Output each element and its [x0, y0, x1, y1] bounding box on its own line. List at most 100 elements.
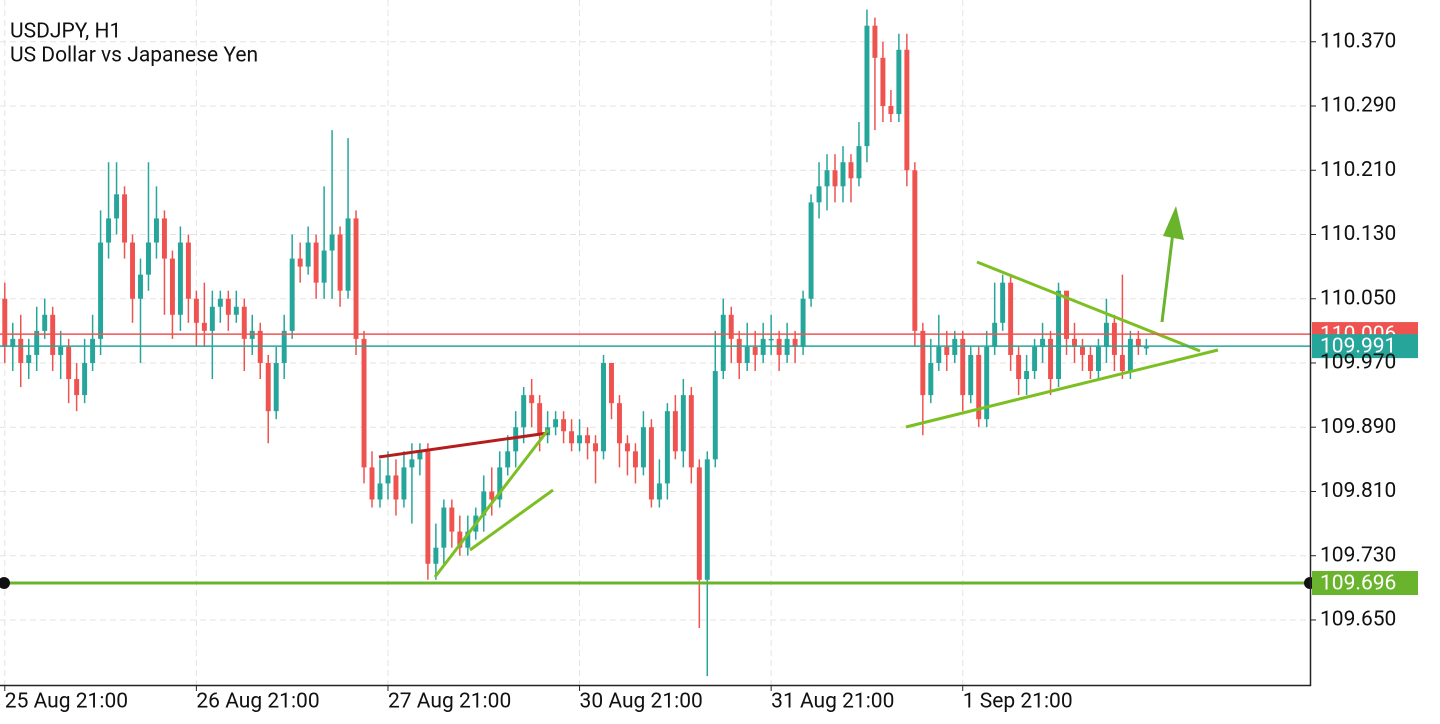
- candle-body: [425, 451, 431, 564]
- candle-body: [601, 362, 606, 452]
- candle-body: [74, 379, 80, 396]
- y-tick-label: 109.650: [1320, 608, 1396, 632]
- candle-body: [169, 258, 175, 315]
- candle-body: [864, 25, 870, 147]
- candle-body: [1127, 338, 1133, 372]
- price-label: 109.991: [1320, 335, 1396, 359]
- candle-body: [122, 194, 128, 243]
- candle-body: [393, 475, 399, 500]
- candle-body: [832, 170, 838, 187]
- candle-body: [609, 362, 614, 404]
- candle-body: [720, 314, 726, 372]
- candle-body: [848, 162, 854, 179]
- candle-body: [1016, 354, 1022, 380]
- candle-body: [138, 274, 143, 299]
- candle-body: [489, 491, 495, 500]
- candle-body: [1048, 338, 1054, 380]
- candle-body: [146, 242, 151, 275]
- y-tick-label: 109.730: [1320, 543, 1396, 567]
- candle-body: [529, 395, 535, 404]
- candle-body: [66, 346, 72, 380]
- candle-body: [688, 395, 694, 468]
- candle-body: [888, 106, 894, 115]
- candle-body: [305, 242, 311, 267]
- candle-body: [449, 507, 455, 532]
- trend-line: [378, 431, 549, 459]
- y-tick-label: 110.370: [1320, 29, 1396, 53]
- candle-body: [632, 451, 638, 468]
- candle-body: [353, 218, 359, 339]
- triangle-line: [976, 260, 1201, 353]
- candle-body: [1143, 346, 1149, 349]
- candle-body: [744, 346, 750, 363]
- price-label: 109.696: [1320, 572, 1396, 596]
- candle-body: [593, 443, 599, 452]
- candle-body: [1008, 282, 1014, 355]
- candle-body: [808, 202, 814, 299]
- candle-body: [98, 242, 104, 339]
- y-tick-label: 109.890: [1320, 415, 1396, 439]
- candle-body: [680, 395, 686, 452]
- candle-body: [185, 242, 191, 299]
- x-tick-label: 26 Aug 21:00: [196, 690, 319, 714]
- candle-body: [1000, 282, 1006, 323]
- axes: 110.370 110.290 110.210 110.130 110.050 109.9…: [4, 29, 1396, 714]
- candle-body: [728, 314, 734, 339]
- candle-body: [840, 162, 846, 187]
- candle-body: [409, 459, 415, 468]
- candle-body: [90, 338, 96, 363]
- candle-body: [521, 395, 527, 428]
- y-tick-label: 110.210: [1320, 158, 1396, 182]
- candle-body: [1032, 346, 1038, 372]
- candle-body: [704, 459, 710, 580]
- chart-title: USDJPY, H1: [10, 20, 121, 44]
- candle-body: [34, 330, 40, 355]
- candle-body: [58, 346, 64, 355]
- trend-line: [469, 488, 554, 552]
- candle-body: [345, 218, 351, 291]
- candle-body: [968, 354, 974, 396]
- x-tick-label: 30 Aug 21:00: [580, 690, 703, 714]
- candle-body: [1111, 322, 1117, 355]
- candle-body: [417, 451, 423, 460]
- candle-body: [672, 411, 678, 452]
- candle-body: [114, 194, 120, 219]
- candles: [2, 9, 1149, 677]
- candle-body: [217, 298, 223, 307]
- candle-body: [936, 346, 942, 363]
- candle-body: [1087, 354, 1093, 372]
- candle-body: [209, 306, 215, 331]
- candle-body: [153, 218, 159, 243]
- candle-body: [106, 218, 112, 243]
- candle-body: [249, 330, 255, 339]
- candle-body: [26, 354, 32, 363]
- candle-body: [289, 258, 295, 331]
- candle-body: [329, 234, 335, 251]
- candle-body: [1080, 346, 1085, 355]
- candle-body: [624, 443, 630, 452]
- candle-body: [265, 362, 271, 412]
- candle-body: [920, 330, 926, 396]
- candle-body: [82, 362, 88, 396]
- arrow-head: [1163, 206, 1184, 240]
- y-tick-label: 110.130: [1320, 222, 1396, 246]
- candle-body: [664, 411, 670, 484]
- candle-body: [201, 322, 207, 331]
- candle-body: [321, 250, 327, 283]
- candle-body: [337, 234, 343, 291]
- candle-body: [768, 338, 774, 341]
- candle-body: [904, 49, 910, 171]
- candle-body: [1024, 371, 1030, 380]
- y-tick-label: 110.050: [1320, 286, 1396, 310]
- candle-body: [241, 306, 247, 339]
- candle-body: [233, 306, 239, 315]
- y-tick-label: 109.970: [1320, 351, 1396, 375]
- drawings: [378, 206, 1219, 578]
- candle-body: [640, 427, 646, 468]
- candle-body: [960, 338, 966, 396]
- candle-body: [465, 531, 471, 548]
- candle-body: [792, 338, 798, 347]
- y-tick-label: 109.810: [1320, 479, 1396, 503]
